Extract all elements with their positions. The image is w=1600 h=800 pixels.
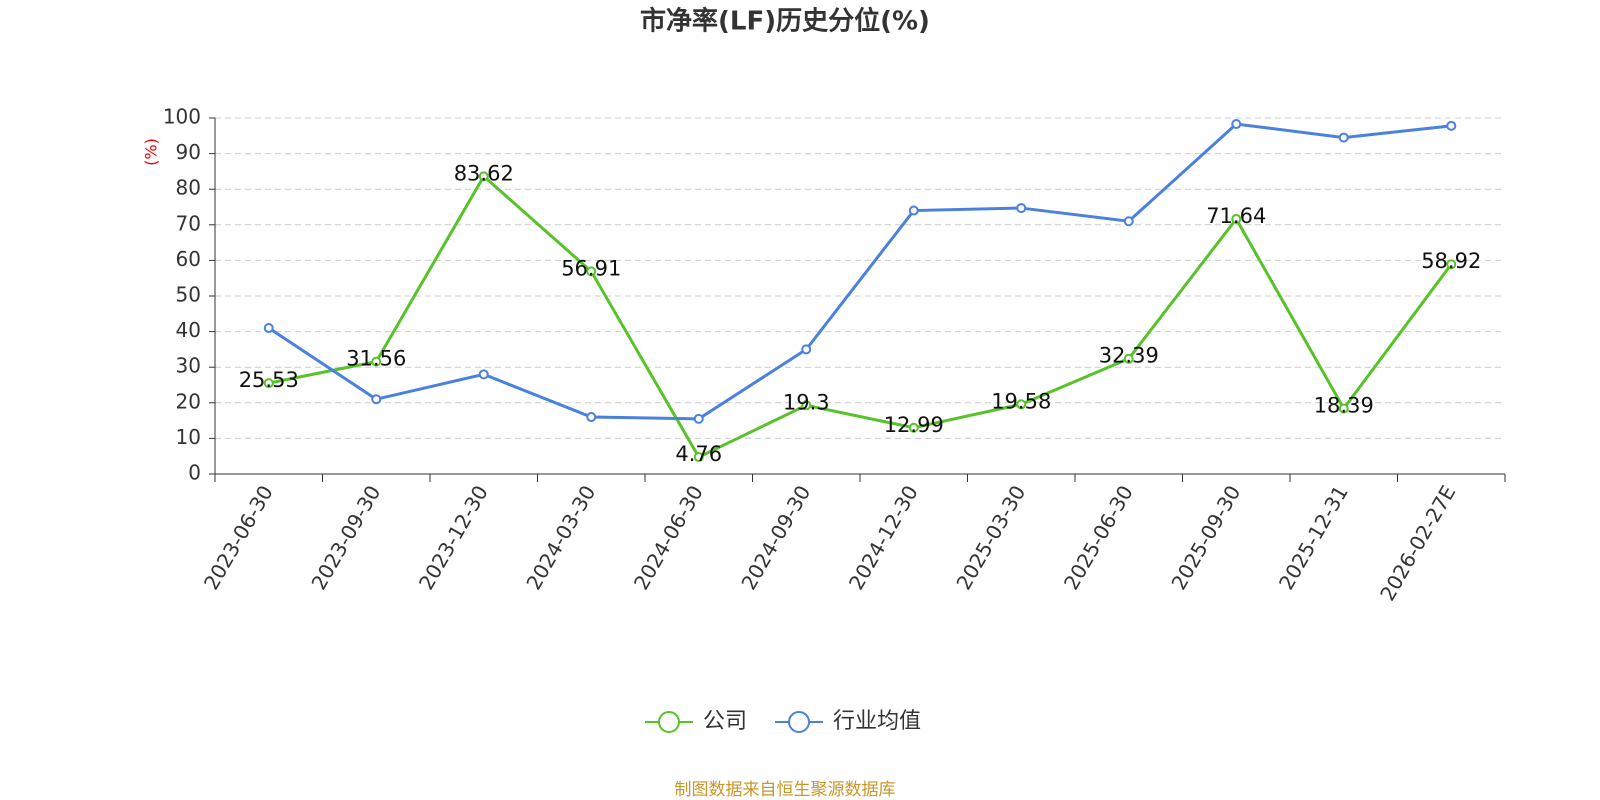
y-tick-label: 20 xyxy=(176,389,201,413)
data-point xyxy=(801,344,812,355)
x-tick-label: 2024-12-30 xyxy=(844,481,923,594)
data-point xyxy=(1231,213,1242,224)
x-tick-label: 2025-12-31 xyxy=(1274,481,1353,594)
series-line xyxy=(268,173,1453,460)
legend-label: 行业均值 xyxy=(833,709,921,734)
data-point xyxy=(478,171,489,182)
data-label: 19.58 xyxy=(991,389,1051,413)
legend-marker xyxy=(788,711,811,733)
x-tick-label: 2025-09-30 xyxy=(1166,481,1245,594)
data-point xyxy=(586,412,597,423)
data-point xyxy=(1123,353,1134,364)
legend-label: 公司 xyxy=(703,709,747,734)
data-label: 58.92 xyxy=(1421,249,1481,273)
data-point xyxy=(693,452,704,463)
data-point xyxy=(1123,216,1134,227)
x-tick-label: 2026-02-27E xyxy=(1375,481,1460,605)
data-point xyxy=(908,205,919,216)
data-label: 19.3 xyxy=(783,390,830,414)
data-label: 71.64 xyxy=(1206,204,1266,228)
x-tick-label: 2024-09-30 xyxy=(736,481,815,594)
data-point xyxy=(908,422,919,433)
data-label: 83.62 xyxy=(454,161,514,185)
y-tick-label: 80 xyxy=(176,176,201,200)
data-point xyxy=(263,323,274,334)
x-tick-label: 2025-06-30 xyxy=(1059,481,1138,594)
y-tick-label: 90 xyxy=(176,140,201,164)
x-tick-label: 2025-03-30 xyxy=(951,481,1030,594)
y-tick-label: 100 xyxy=(163,105,201,129)
y-tick-label: 50 xyxy=(176,283,201,307)
data-point xyxy=(371,394,382,405)
y-tick-label: 10 xyxy=(176,425,201,449)
data-point xyxy=(478,369,489,380)
data-point xyxy=(1016,203,1027,214)
data-label: 12.99 xyxy=(884,413,944,437)
source-note: 制图数据来自恒生聚源数据库 xyxy=(675,780,896,800)
x-tick-label: 2024-03-30 xyxy=(521,481,600,594)
data-label: 32.39 xyxy=(1099,344,1159,368)
y-tick-label: 40 xyxy=(176,318,201,342)
data-label: 18.39 xyxy=(1314,394,1374,418)
chart-title: 市净率(LF)历史分位(%) xyxy=(640,6,930,37)
data-label: 56.91 xyxy=(561,256,621,280)
data-point xyxy=(1016,399,1027,410)
x-tick-label: 2023-06-30 xyxy=(199,481,278,594)
y-tick-label: 60 xyxy=(176,247,201,271)
y-tick-label: 70 xyxy=(176,211,201,235)
data-label: 4.76 xyxy=(675,442,722,466)
x-tick-label: 2024-06-30 xyxy=(629,481,708,594)
legend-marker xyxy=(658,711,680,733)
y-tick-label: 0 xyxy=(188,461,201,485)
data-point xyxy=(1231,119,1242,130)
data-point xyxy=(693,413,704,424)
x-tick-label: 2023-12-30 xyxy=(414,481,493,594)
data-point xyxy=(1446,120,1457,131)
series-line xyxy=(267,122,1452,421)
data-point xyxy=(263,378,274,389)
data-point xyxy=(1338,132,1349,143)
y-tick-label: 30 xyxy=(176,354,201,378)
data-label: 25.53 xyxy=(239,368,299,392)
data-point xyxy=(586,266,597,277)
data-point xyxy=(371,356,382,367)
data-point xyxy=(1338,403,1349,414)
data-point xyxy=(801,400,812,411)
x-tick-label: 2023-09-30 xyxy=(306,481,385,594)
y-axis-title: (%) xyxy=(142,138,161,166)
data-point xyxy=(1446,259,1457,270)
data-label: 31.56 xyxy=(346,347,406,371)
